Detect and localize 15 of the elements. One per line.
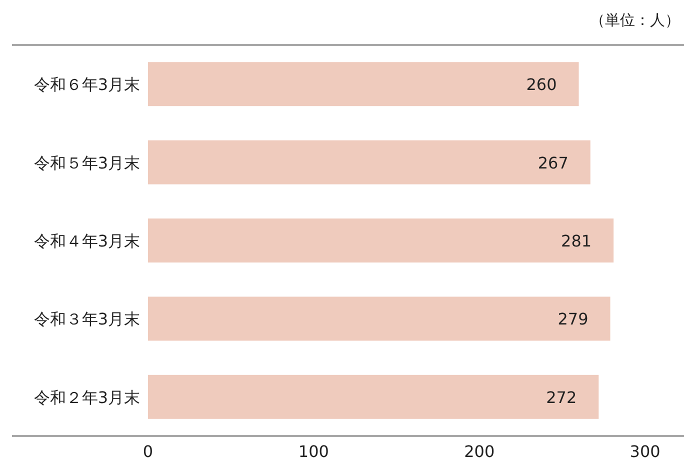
data-label: 281 xyxy=(561,232,592,250)
y-tick-label: 令和５年3月末 xyxy=(34,153,140,172)
data-label: 267 xyxy=(538,153,568,172)
y-tick-label: 令和３年3月末 xyxy=(34,310,140,329)
x-tick-label: 300 xyxy=(630,442,660,461)
data-label: 279 xyxy=(558,310,588,329)
text: （単位：人） xyxy=(590,11,680,29)
y-tick-label: 令和４年3月末 xyxy=(34,232,140,250)
data-label: 272 xyxy=(546,388,577,407)
y-tick-label: 令和２年3月末 xyxy=(34,388,140,407)
x-tick-label: 200 xyxy=(464,442,495,461)
x-tick-label: 100 xyxy=(298,442,329,461)
y-tick-label: 令和６年3月末 xyxy=(34,75,140,94)
data-label: 260 xyxy=(526,75,557,94)
x-tick-label: 0 xyxy=(142,442,154,461)
